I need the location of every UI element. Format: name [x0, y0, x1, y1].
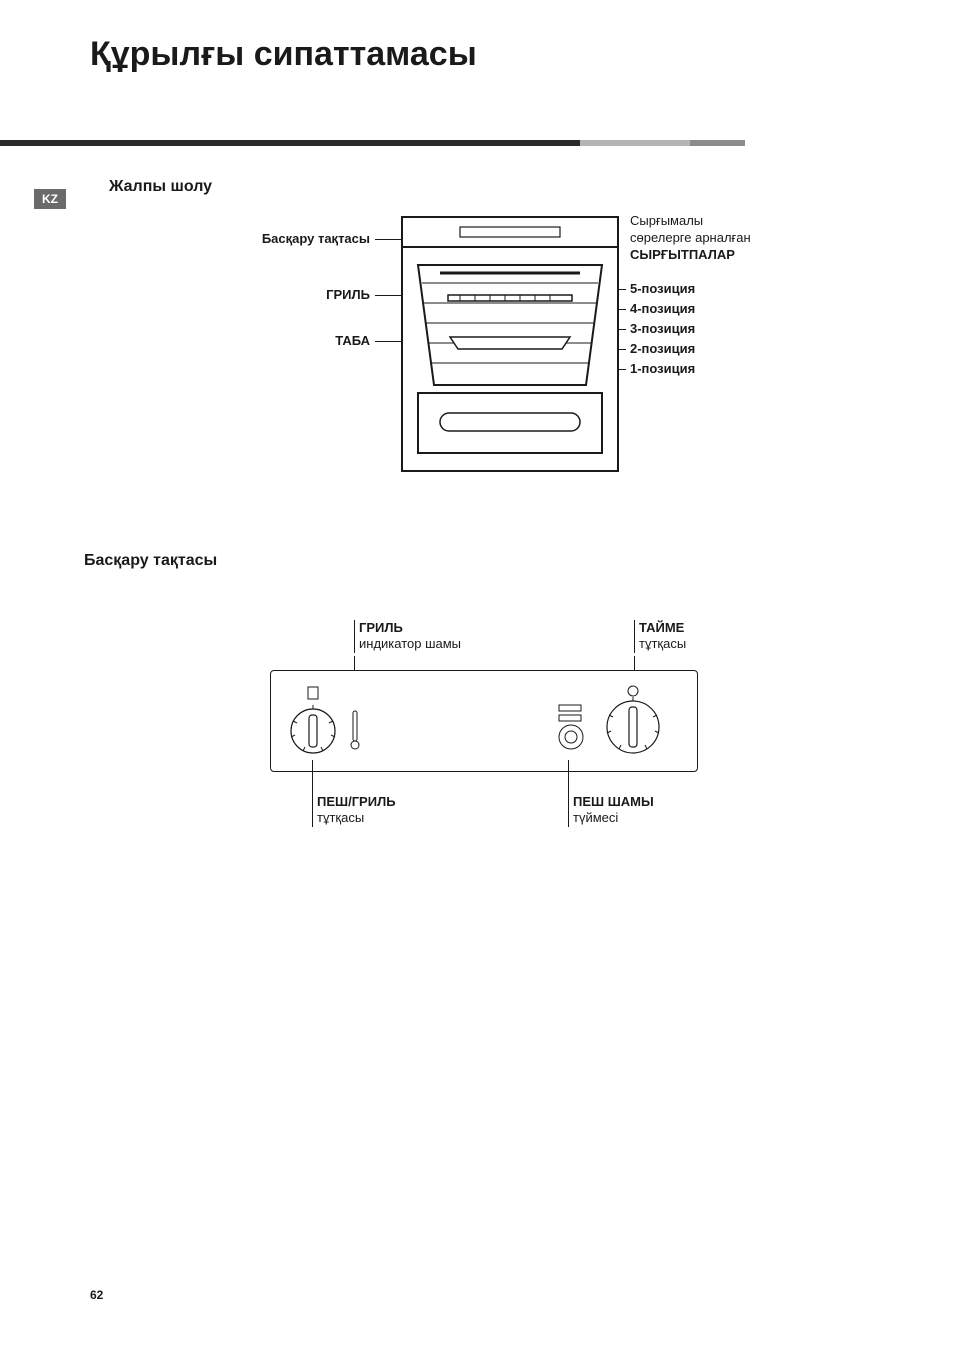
- page-title: Құрылғы сипаттамасы: [90, 35, 864, 74]
- label-grill: ГРИЛЬ: [326, 287, 370, 302]
- text-plain: түймесі: [573, 810, 618, 825]
- language-badge: KZ: [34, 189, 66, 209]
- label-oven-grill-knob: ПЕШ/ГРИЛЬ тұтқасы: [312, 794, 396, 827]
- panel-icon: [271, 671, 697, 771]
- label-grill-indicator: ГРИЛЬ индикатор шамы: [354, 620, 461, 653]
- text-plain: индикатор шамы: [359, 636, 461, 651]
- label-position: 1-позиция: [630, 361, 695, 376]
- label-slide-bold: СЫРҒЫТПАЛАР: [630, 247, 735, 262]
- text-plain: тұтқасы: [639, 636, 686, 651]
- label-slide-line1: Сырғымалы: [630, 213, 703, 228]
- rule-dark: [0, 140, 580, 146]
- text-bold: ПЕШ/ГРИЛЬ: [317, 794, 396, 809]
- control-panel-diagram: ГРИЛЬ индикатор шамы ТАЙМЕ тұтқасы: [270, 620, 710, 880]
- section-control-panel-heading: Басқару тақтасы: [84, 552, 217, 570]
- control-panel-box: [270, 670, 698, 772]
- leader-line: [568, 760, 569, 796]
- label-position: 5-позиция: [630, 281, 695, 296]
- rule-light: [690, 140, 745, 146]
- page: Құрылғы сипаттамасы KZ Жалпы шолу Басқар…: [0, 0, 954, 1350]
- text-bold: ТАЙМЕ: [639, 620, 684, 635]
- oven-diagram: Басқару тақтасы ГРИЛЬ ТАБА Сырғымалы сөр…: [150, 215, 850, 515]
- label-tray: ТАБА: [335, 333, 370, 348]
- section-overview-heading: Жалпы шолу: [109, 178, 212, 196]
- label-position: 2-позиция: [630, 341, 695, 356]
- leader-line: [312, 760, 313, 796]
- rule-mid: [580, 140, 690, 146]
- label-timer: ТАЙМЕ тұтқасы: [634, 620, 703, 653]
- top-rule: [0, 140, 954, 152]
- label-slide-line2: сөрелерге арналған: [630, 230, 751, 245]
- label-position: 3-позиция: [630, 321, 695, 336]
- text-bold: ПЕШ ШАМЫ: [573, 794, 654, 809]
- label-oven-light-button: ПЕШ ШАМЫ түймесі: [568, 794, 654, 827]
- label-control-panel: Басқару тақтасы: [262, 231, 370, 246]
- text-bold: ГРИЛЬ: [359, 620, 403, 635]
- oven-icon: [400, 215, 620, 475]
- text-plain: тұтқасы: [317, 810, 364, 825]
- label-position: 4-позиция: [630, 301, 695, 316]
- page-number: 62: [90, 1288, 103, 1302]
